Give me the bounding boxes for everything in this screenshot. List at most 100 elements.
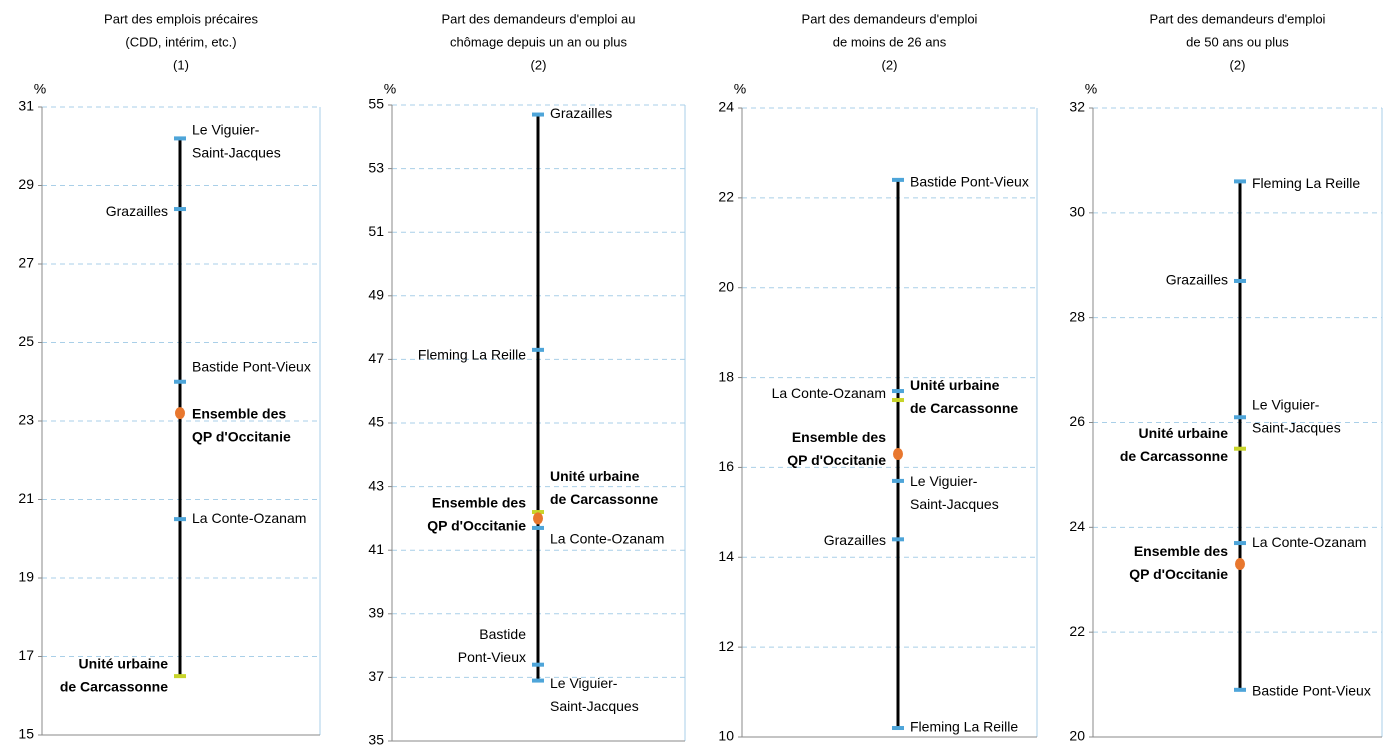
unit-label: %	[1085, 81, 1097, 97]
point-label: de Carcassonne	[550, 491, 658, 507]
point-marker	[892, 478, 904, 483]
point-label: Saint-Jacques	[550, 698, 639, 714]
point-label: La Conte-Ozanam	[772, 385, 886, 401]
point-label: Grazailles	[550, 105, 612, 121]
point-label: Unité urbaine	[910, 377, 1000, 393]
point-marker	[174, 136, 186, 141]
y-tick-label: 20	[718, 278, 734, 294]
y-tick-label: 20	[1069, 728, 1085, 744]
y-tick-label: 21	[18, 490, 34, 506]
point-marker	[1234, 446, 1246, 451]
point-label: La Conte-Ozanam	[1252, 534, 1366, 550]
chart-title: de 50 ans ou plus	[1186, 34, 1289, 49]
point-label: de Carcassonne	[60, 678, 168, 694]
point-marker	[174, 674, 186, 679]
chart-title: Part des demandeurs d'emploi au	[442, 11, 636, 26]
point-marker	[532, 662, 544, 667]
point-label: Fleming La Reille	[1252, 175, 1360, 191]
point-marker	[1234, 541, 1246, 546]
point-marker	[175, 407, 185, 420]
point-marker	[532, 112, 544, 117]
point-label: Ensemble des	[1134, 543, 1228, 559]
y-tick-label: 43	[368, 477, 384, 493]
y-tick-label: 45	[368, 414, 384, 430]
chart-title: de moins de 26 ans	[833, 34, 947, 49]
y-tick-label: 55	[368, 96, 384, 112]
unit-label: %	[734, 81, 746, 97]
chart-title: (2)	[531, 57, 547, 72]
y-tick-label: 17	[18, 647, 34, 663]
y-tick-label: 23	[18, 412, 34, 428]
point-marker	[1235, 558, 1245, 571]
point-label: La Conte-Ozanam	[192, 510, 306, 526]
point-marker	[1234, 278, 1246, 283]
point-marker	[532, 678, 544, 683]
point-label: QP d'Occitanie	[427, 518, 526, 534]
y-tick-label: 47	[368, 350, 384, 366]
y-tick-label: 35	[368, 732, 384, 748]
y-tick-label: 14	[718, 548, 734, 564]
point-label: Bastide Pont-Vieux	[1252, 683, 1371, 699]
point-label: QP d'Occitanie	[192, 428, 291, 444]
y-tick-label: 31	[18, 98, 34, 114]
point-label: Ensemble des	[792, 429, 886, 445]
y-tick-label: 24	[718, 99, 734, 115]
point-label: La Conte-Ozanam	[550, 531, 664, 547]
point-marker	[892, 726, 904, 731]
y-tick-label: 15	[18, 726, 34, 742]
point-label: Saint-Jacques	[910, 496, 999, 512]
y-tick-label: 12	[718, 638, 734, 654]
point-label: Unité urbaine	[79, 655, 169, 671]
y-tick-label: 29	[18, 176, 34, 192]
point-label: Le Viguier-	[550, 675, 618, 691]
y-tick-label: 22	[1069, 623, 1085, 639]
unit-label: %	[384, 81, 396, 97]
point-label: de Carcassonne	[910, 400, 1018, 416]
point-label: Bastide	[479, 626, 526, 642]
point-marker	[174, 379, 186, 384]
point-label: Le Viguier-	[1252, 396, 1320, 412]
point-marker	[892, 389, 904, 394]
y-tick-label: 22	[718, 189, 734, 205]
point-marker	[533, 512, 543, 525]
point-marker	[174, 207, 186, 212]
chart-title: Part des demandeurs d'emploi	[1150, 11, 1326, 26]
point-label: Le Viguier-	[192, 122, 260, 138]
point-label: Ensemble des	[192, 405, 286, 421]
chart-title: (2)	[1230, 57, 1246, 72]
y-tick-label: 18	[718, 368, 734, 384]
y-tick-label: 51	[368, 223, 384, 239]
chart-title: chômage depuis un an ou plus	[450, 34, 628, 49]
point-label: Bastide Pont-Vieux	[192, 358, 311, 374]
y-tick-label: 30	[1069, 204, 1085, 220]
point-label: Le Viguier-	[910, 473, 978, 489]
y-tick-label: 26	[1069, 413, 1085, 429]
chart-title: Part des demandeurs d'emploi	[802, 11, 978, 26]
point-marker	[1234, 179, 1246, 184]
chart-title: (2)	[882, 57, 898, 72]
y-tick-label: 28	[1069, 308, 1085, 324]
point-label: Grazailles	[106, 203, 168, 219]
y-tick-label: 27	[18, 255, 34, 271]
point-marker	[532, 525, 544, 530]
y-tick-label: 49	[368, 287, 384, 303]
point-label: Unité urbaine	[550, 468, 640, 484]
point-label: Fleming La Reille	[910, 719, 1018, 735]
point-marker	[532, 510, 544, 515]
y-tick-label: 53	[368, 159, 384, 175]
chart-title: Part des emplois précaires	[104, 11, 258, 26]
point-label: Grazailles	[824, 532, 886, 548]
point-marker	[174, 517, 186, 522]
point-label: Fleming La Reille	[418, 347, 526, 363]
point-marker	[1234, 415, 1246, 420]
y-tick-label: 32	[1069, 99, 1085, 115]
point-marker	[532, 347, 544, 352]
chart-title: (1)	[173, 57, 189, 72]
point-marker	[892, 398, 904, 403]
point-label: Saint-Jacques	[1252, 419, 1341, 435]
y-tick-label: 16	[718, 458, 734, 474]
point-marker	[1234, 687, 1246, 692]
point-marker	[892, 537, 904, 542]
point-label: de Carcassonne	[1120, 448, 1228, 464]
